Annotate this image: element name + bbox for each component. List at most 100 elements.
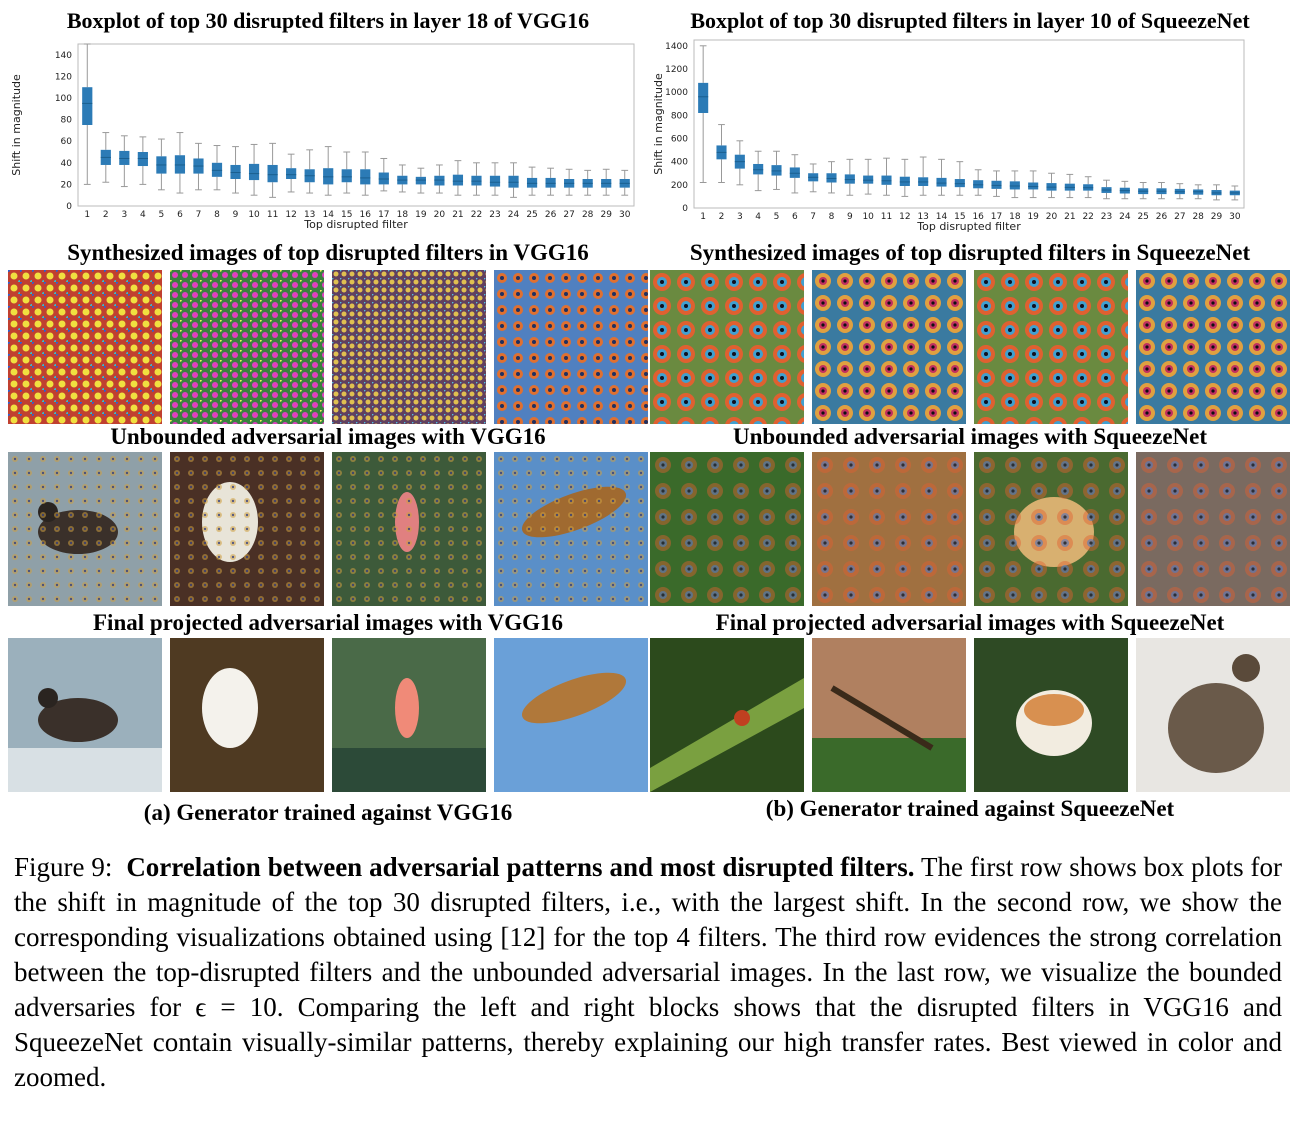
x-tick-label: 26 xyxy=(1156,212,1168,222)
synthesized-row-vgg16 xyxy=(8,270,648,424)
box-body xyxy=(137,152,148,167)
box-25 xyxy=(526,166,538,196)
x-tick-label: 25 xyxy=(526,210,537,220)
unbounded-image-grouse xyxy=(1136,452,1290,606)
x-tick-label: 6 xyxy=(177,210,183,220)
box-body xyxy=(991,180,1002,189)
box-15 xyxy=(954,161,965,196)
projected-image-mantis xyxy=(812,638,966,792)
y-tick-label: 0 xyxy=(66,202,72,212)
synth-image-4 xyxy=(494,270,648,424)
x-tick-label: 10 xyxy=(248,210,260,220)
x-tick-label: 12 xyxy=(285,210,296,220)
x-tick-label: 3 xyxy=(121,210,127,220)
y-tick-label: 800 xyxy=(671,111,688,121)
box-14 xyxy=(936,158,947,196)
box-body xyxy=(698,82,709,113)
y-tick-label: 60 xyxy=(61,137,73,147)
box-body xyxy=(771,165,782,176)
box-body xyxy=(973,180,984,189)
x-tick-label: 29 xyxy=(600,210,612,220)
box-8 xyxy=(826,161,837,194)
box-21 xyxy=(1064,173,1075,199)
box-4 xyxy=(753,150,764,192)
projected-image-finch xyxy=(974,638,1128,792)
box-16 xyxy=(360,151,371,196)
box-body xyxy=(174,155,186,174)
box-13 xyxy=(304,149,315,194)
y-tick-label: 20 xyxy=(61,180,73,190)
box-12 xyxy=(286,153,297,193)
x-tick-label: 23 xyxy=(1101,212,1112,222)
box-10 xyxy=(863,158,874,195)
box-26 xyxy=(545,167,556,196)
box-body xyxy=(471,175,482,186)
box-21 xyxy=(452,160,464,196)
x-tick-label: 5 xyxy=(774,212,780,222)
caption-label: Figure 9: xyxy=(14,852,113,882)
box-11 xyxy=(881,157,892,196)
plot-frame xyxy=(693,39,1245,209)
box-13 xyxy=(918,156,929,196)
box-18 xyxy=(397,164,408,193)
box-5 xyxy=(771,150,782,190)
box-18 xyxy=(1009,170,1020,199)
x-tick-label: 17 xyxy=(378,210,389,220)
x-tick-label: 12 xyxy=(899,212,910,222)
figure-caption: Figure 9: Correlation between adversaria… xyxy=(14,850,1282,1095)
y-tick-label: 400 xyxy=(671,158,688,168)
plot-frame xyxy=(77,43,635,207)
box-30 xyxy=(1229,185,1240,201)
x-tick-label: 20 xyxy=(434,210,446,220)
box-19 xyxy=(1028,170,1039,199)
box-4 xyxy=(137,136,148,185)
x-tick-label: 20 xyxy=(1046,212,1058,222)
y-tick-label: 100 xyxy=(55,94,72,104)
box-body xyxy=(230,164,241,179)
box-27 xyxy=(564,168,575,196)
projected-image-flamingo xyxy=(332,638,486,792)
synth-image-8 xyxy=(1136,270,1290,424)
box-24 xyxy=(1119,180,1130,200)
box-27 xyxy=(1174,183,1185,200)
box-2 xyxy=(716,124,727,184)
row3-title-squeezenet: Unbounded adversarial images with Squeez… xyxy=(732,424,1208,449)
y-tick-label: 1200 xyxy=(665,65,688,75)
box-23 xyxy=(489,162,501,196)
x-tick-label: 3 xyxy=(737,212,743,222)
box-body xyxy=(526,177,538,188)
box-body xyxy=(211,162,223,177)
unbounded-image-dragonfly xyxy=(494,452,648,606)
x-tick-label: 10 xyxy=(862,212,874,222)
box-29 xyxy=(601,168,612,196)
box-body xyxy=(434,175,445,186)
unbounded-image-mantis xyxy=(812,452,966,606)
x-tick-label: 2 xyxy=(103,210,109,220)
box-26 xyxy=(1156,182,1167,200)
x-tick-label: 18 xyxy=(1009,212,1021,222)
y-tick-label: 80 xyxy=(61,116,73,126)
box-29 xyxy=(1211,184,1222,201)
x-tick-label: 26 xyxy=(545,210,557,220)
box-1 xyxy=(698,45,709,184)
box-28 xyxy=(582,169,593,196)
box-14 xyxy=(323,146,334,196)
x-tick-label: 11 xyxy=(267,210,278,220)
x-tick-label: 8 xyxy=(829,212,835,222)
projected-image-shorebird xyxy=(8,638,162,792)
unbounded-image-shorebird xyxy=(8,452,162,606)
boxplot-title-vgg16: Boxplot of top 30 disrupted filters in l… xyxy=(66,8,590,33)
row3-title-vgg16: Unbounded adversarial images with VGG16 xyxy=(110,424,546,449)
x-tick-label: 22 xyxy=(471,210,482,220)
box-17 xyxy=(378,157,389,192)
boxplot-squeezenet: 0 200 400 600 800 1000 1200 1400 Shift in magnit… xyxy=(652,39,1245,233)
box-body xyxy=(789,167,800,178)
box-body xyxy=(267,164,278,183)
box-25 xyxy=(1138,182,1149,200)
x-tick-label: 18 xyxy=(397,210,409,220)
x-tick-label: 8 xyxy=(214,210,220,220)
box-10 xyxy=(248,143,260,196)
subcaption-a: (a) Generator trained against VGG16 xyxy=(143,800,513,825)
box-16 xyxy=(973,169,984,196)
